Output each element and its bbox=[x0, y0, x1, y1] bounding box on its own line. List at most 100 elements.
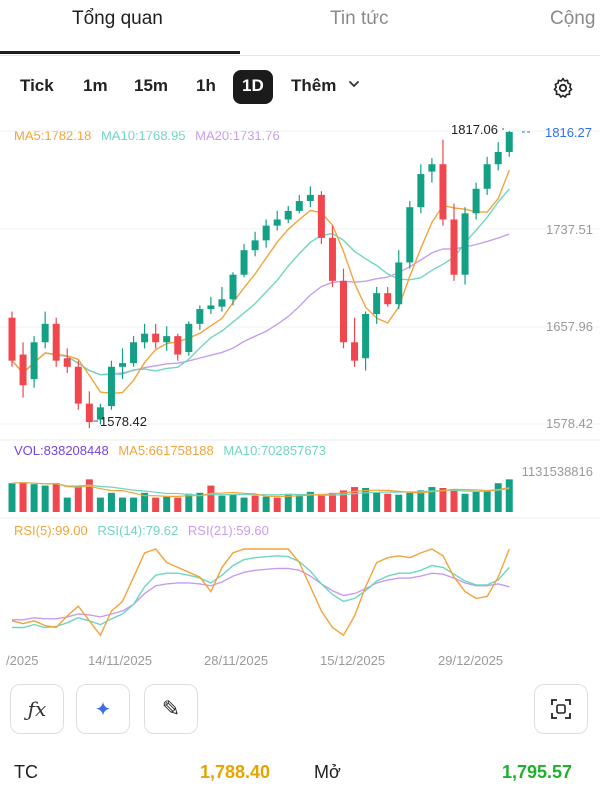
volume-bar bbox=[196, 492, 204, 512]
indicator-button[interactable]: ƒx bbox=[10, 684, 64, 734]
volume-bar bbox=[406, 492, 414, 512]
volume-bar bbox=[262, 496, 270, 512]
volume-ma5-line bbox=[11, 482, 510, 498]
volume-bar bbox=[19, 482, 27, 512]
volume-bar bbox=[185, 493, 193, 512]
candle bbox=[119, 363, 126, 367]
volume-bar bbox=[141, 492, 149, 512]
volume-value: VOL:838208448 bbox=[14, 443, 109, 458]
volume-bar bbox=[472, 491, 480, 512]
candle bbox=[96, 407, 104, 420]
volume-bar bbox=[428, 487, 436, 512]
tab-news[interactable]: Tin tức bbox=[330, 8, 389, 29]
candle bbox=[505, 131, 513, 152]
active-tab-indicator bbox=[0, 51, 240, 54]
ma10-legend: MA10:1768.95 bbox=[100, 128, 186, 143]
tc-value: 1,788.40 bbox=[200, 762, 271, 782]
tab-community[interactable]: Cộng bbox=[550, 8, 596, 29]
candle bbox=[428, 164, 436, 172]
rsi14-line bbox=[12, 555, 510, 629]
volume-bar bbox=[362, 488, 370, 512]
ai-analysis-button[interactable]: ✦ bbox=[76, 684, 130, 734]
rsi14-legend: RSI(14):79.62 bbox=[97, 523, 179, 538]
rsi21-legend: RSI(21):59.60 bbox=[187, 523, 269, 538]
chart-tools: ƒx ✦ ✎ bbox=[0, 684, 600, 738]
timeframe-1m[interactable]: 1m bbox=[83, 76, 108, 95]
volume-bar bbox=[229, 494, 237, 512]
volume-bar bbox=[340, 490, 347, 512]
candle bbox=[229, 274, 237, 300]
volume-ma10: MA10:702857673 bbox=[223, 443, 327, 458]
candle bbox=[185, 323, 193, 353]
low-price-label: 1578.42 bbox=[100, 414, 147, 429]
volume-bar bbox=[8, 483, 16, 512]
function-icon: ƒx bbox=[27, 697, 47, 721]
candle bbox=[207, 305, 215, 310]
candle bbox=[340, 280, 347, 343]
timeframe-1h[interactable]: 1h bbox=[196, 76, 216, 95]
candle bbox=[130, 342, 138, 364]
volume-bar bbox=[284, 493, 292, 512]
x-tick-label: 15/12/2025 bbox=[320, 653, 385, 668]
chevron-down-icon bbox=[349, 81, 359, 88]
last-price-label: 1816.27 bbox=[545, 125, 592, 140]
candle bbox=[417, 174, 425, 208]
ma20-line bbox=[11, 233, 510, 376]
candle bbox=[152, 333, 160, 343]
candle bbox=[483, 164, 491, 189]
rsi5-legend: RSI(5):99.00 bbox=[14, 523, 88, 538]
volume-bar bbox=[461, 493, 469, 512]
volume-bar bbox=[351, 487, 359, 512]
volume-bar bbox=[494, 483, 502, 512]
volume-bar bbox=[163, 496, 171, 512]
candle bbox=[85, 403, 93, 423]
candle bbox=[351, 342, 359, 361]
candle bbox=[295, 201, 303, 211]
volume-bar bbox=[439, 488, 447, 512]
price-axis-label: 1737.51 bbox=[546, 222, 593, 237]
more-timeframes-button[interactable]: Thêm bbox=[291, 76, 361, 96]
candle bbox=[494, 151, 502, 165]
volume-bar bbox=[273, 497, 281, 512]
ma5-line bbox=[11, 169, 510, 395]
draw-button[interactable]: ✎ bbox=[144, 684, 198, 734]
volume-bar bbox=[130, 497, 138, 512]
timeframe-1d[interactable]: 1D bbox=[233, 70, 273, 104]
volume-bar bbox=[295, 495, 303, 512]
candle bbox=[8, 317, 16, 361]
candle bbox=[251, 240, 259, 251]
candle bbox=[317, 194, 325, 238]
volume-bar bbox=[384, 493, 392, 512]
price-chart[interactable]: 1737.51 1657.96 1578.42 1816.27 1817.06 … bbox=[0, 0, 600, 680]
gear-icon[interactable] bbox=[551, 76, 575, 100]
rsi5-line bbox=[11, 548, 510, 637]
candle bbox=[30, 342, 38, 380]
volume-max-label: 1131538816 bbox=[522, 464, 593, 479]
candle bbox=[328, 237, 336, 281]
ma5-legend: MA5:1782.18 bbox=[14, 128, 92, 143]
volume-bar bbox=[450, 488, 458, 512]
rsi-legend: RSI(5):99.00 RSI(14):79.62 RSI(21):59.60 bbox=[14, 523, 275, 538]
volume-bar bbox=[96, 497, 104, 512]
x-tick-label: 29/12/2025 bbox=[438, 653, 503, 668]
open-label: Mở bbox=[314, 762, 341, 782]
candle bbox=[240, 250, 248, 275]
candle bbox=[52, 323, 60, 361]
fullscreen-icon bbox=[551, 699, 571, 719]
fullscreen-button[interactable] bbox=[534, 684, 588, 734]
volume-bar bbox=[505, 479, 513, 512]
volume-bar bbox=[119, 497, 126, 512]
volume-bar bbox=[306, 491, 314, 512]
candle bbox=[406, 207, 414, 263]
volume-bar bbox=[240, 497, 248, 512]
candle bbox=[19, 354, 27, 386]
candle bbox=[472, 188, 480, 214]
volume-legend: VOL:838208448 MA5:661758188 MA10:7028576… bbox=[14, 443, 332, 458]
tab-overview[interactable]: Tổng quan bbox=[72, 8, 163, 29]
candle bbox=[262, 225, 270, 241]
volume-bar bbox=[74, 485, 82, 512]
timeframe-15m[interactable]: 15m bbox=[134, 76, 169, 95]
volume-bar bbox=[373, 492, 381, 512]
timeframe-tick[interactable]: Tick bbox=[20, 76, 54, 95]
x-tick-label: 14/11/2025 bbox=[88, 653, 152, 668]
